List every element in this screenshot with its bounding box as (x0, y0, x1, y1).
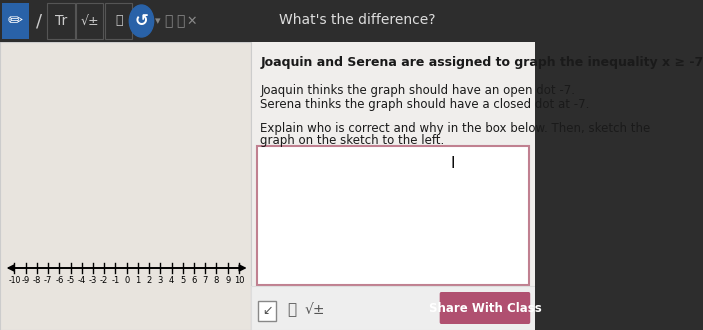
FancyBboxPatch shape (0, 0, 535, 42)
Text: What's the difference?: What's the difference? (279, 13, 436, 27)
Text: Joaquin and Serena are assigned to graph the inequality x ≥ -7.: Joaquin and Serena are assigned to graph… (260, 56, 703, 69)
Circle shape (129, 5, 154, 37)
Text: 9: 9 (225, 276, 231, 285)
Text: ▾: ▾ (155, 16, 160, 26)
Text: 8: 8 (214, 276, 219, 285)
Text: 10: 10 (233, 276, 244, 285)
Text: Joaquin thinks the graph should have an open dot -7.: Joaquin thinks the graph should have an … (260, 84, 575, 97)
Text: graph on the sketch to the left.: graph on the sketch to the left. (260, 134, 444, 147)
Text: 5: 5 (180, 276, 186, 285)
FancyBboxPatch shape (258, 301, 276, 321)
FancyBboxPatch shape (257, 146, 529, 285)
FancyBboxPatch shape (439, 292, 530, 324)
FancyBboxPatch shape (251, 286, 535, 330)
Text: I: I (451, 156, 455, 171)
Text: -2: -2 (100, 276, 108, 285)
Text: -4: -4 (77, 276, 86, 285)
Text: Serena thinks the graph should have a closed dot at -7.: Serena thinks the graph should have a cl… (260, 98, 590, 111)
Text: -10: -10 (8, 276, 20, 285)
Text: √±: √± (304, 303, 325, 317)
Text: ⌢: ⌢ (176, 14, 184, 28)
Text: ↙: ↙ (262, 305, 272, 317)
Text: √±: √± (80, 15, 99, 27)
Text: Explain who is correct and why in the box below. Then, sketch the: Explain who is correct and why in the bo… (260, 122, 650, 135)
Text: 0: 0 (124, 276, 129, 285)
FancyBboxPatch shape (251, 42, 535, 330)
Text: ✕: ✕ (186, 15, 197, 27)
Text: ✏: ✏ (8, 12, 22, 30)
Text: -6: -6 (55, 276, 63, 285)
Text: /: / (37, 12, 43, 30)
Text: 1: 1 (135, 276, 141, 285)
Text: ⌢: ⌢ (165, 14, 173, 28)
Text: 3: 3 (157, 276, 163, 285)
Text: 6: 6 (191, 276, 197, 285)
Text: -8: -8 (33, 276, 41, 285)
Text: -5: -5 (66, 276, 75, 285)
Text: 🖊: 🖊 (115, 15, 122, 27)
Text: -3: -3 (89, 276, 97, 285)
Text: 7: 7 (202, 276, 208, 285)
Text: 🎤: 🎤 (288, 303, 297, 317)
Text: 4: 4 (169, 276, 174, 285)
Text: -7: -7 (44, 276, 52, 285)
Text: Tr: Tr (55, 14, 67, 28)
Text: -1: -1 (111, 276, 120, 285)
Text: Share With Class: Share With Class (429, 302, 541, 314)
FancyBboxPatch shape (1, 3, 29, 39)
Text: ↺: ↺ (134, 12, 148, 30)
FancyBboxPatch shape (0, 42, 251, 330)
Text: -9: -9 (22, 276, 30, 285)
Text: 2: 2 (146, 276, 152, 285)
